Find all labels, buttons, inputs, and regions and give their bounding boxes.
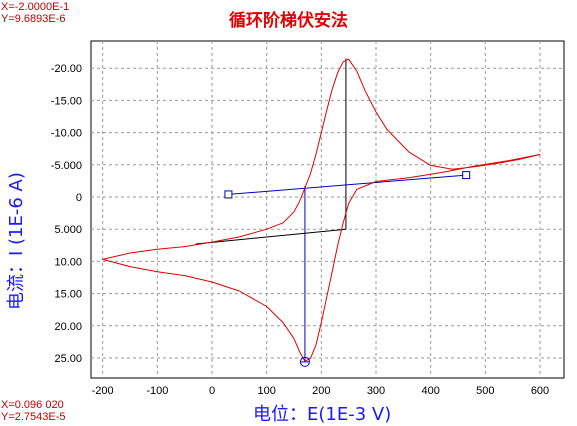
x-tick-label: 500 xyxy=(476,385,494,397)
x-tick-label: 100 xyxy=(257,385,275,397)
x-tick-labels: -200 -100 0 100 200 300 400 500 600 xyxy=(92,385,550,397)
x-tick-label: 600 xyxy=(531,385,549,397)
y-tick-label: -15.00 xyxy=(51,95,82,107)
y-tick-label: 20.00 xyxy=(54,321,82,333)
voltammogram-series xyxy=(102,58,541,362)
y-tick-label: 5.000 xyxy=(54,224,82,236)
baseline-line xyxy=(228,174,467,195)
cursor-x-bottom: X=0.096 020 xyxy=(1,399,64,411)
x-axis-label: 电位：E(1E-3 V) xyxy=(253,404,392,425)
baseline-line xyxy=(195,228,346,245)
x-tick-label: 0 xyxy=(209,385,215,397)
x-tick-label: -200 xyxy=(92,385,114,397)
y-tick-label: -10.00 xyxy=(51,128,82,140)
x-tick-label: -100 xyxy=(146,385,168,397)
cursor-readout-top: X=-2.0000E-1 Y=9.6893E-6 xyxy=(1,1,69,25)
chart-title: 循环阶梯伏安法 xyxy=(229,11,348,31)
square-marker xyxy=(462,171,471,180)
y-tick-label: -20.00 xyxy=(51,63,82,75)
y-tick-label: -5.000 xyxy=(51,160,82,172)
annotation-lines xyxy=(195,58,467,362)
x-tick-label: 400 xyxy=(421,385,439,397)
cursor-y-top: Y=9.6893E-6 xyxy=(1,13,66,25)
y-tick-label: 0 xyxy=(76,192,82,204)
x-tick-label: 200 xyxy=(312,385,330,397)
peak-markers xyxy=(224,171,471,367)
square-marker xyxy=(224,190,233,199)
x-tick-label: 300 xyxy=(367,385,385,397)
y-tick-label: 15.00 xyxy=(54,289,82,301)
plot-frame xyxy=(90,40,565,379)
cursor-x-top: X=-2.0000E-1 xyxy=(1,1,70,13)
y-tick-label: 25.00 xyxy=(54,353,82,365)
cursor-readout-bottom: X=0.096 020 Y=2.7543E-5 xyxy=(1,399,66,423)
grid-lines xyxy=(91,41,564,378)
y-tick-label: 10.00 xyxy=(54,256,82,268)
voltammogram-line xyxy=(102,58,541,362)
y-tick-labels: -20.00 -15.00 -10.00 -5.000 0 5.000 10.00 15.00… xyxy=(51,63,82,365)
cursor-y-bottom: Y=2.7543E-5 xyxy=(1,411,66,423)
